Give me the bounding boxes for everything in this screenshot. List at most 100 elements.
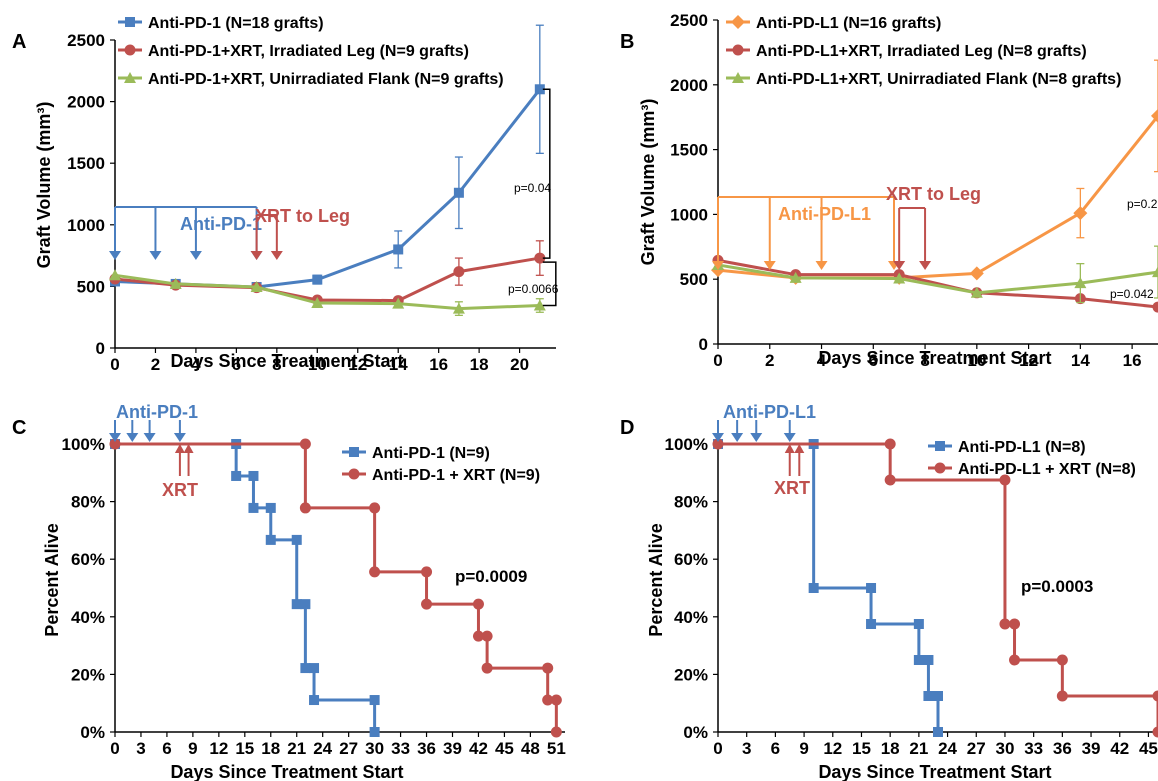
y-tick-label: 60% <box>71 550 105 569</box>
x-tick-label: 8 <box>920 351 929 370</box>
data-point <box>884 474 896 486</box>
data-point <box>970 286 983 298</box>
data-point <box>808 583 819 593</box>
data-point <box>1009 618 1021 630</box>
x-tick-label: 36 <box>417 739 436 758</box>
treatment-annotations: Anti-PD-L1 XRT p=0.0003 <box>712 402 1093 596</box>
x-tick-label: 18 <box>881 739 900 758</box>
arrow-head <box>250 251 263 260</box>
x-tick-label: 30 <box>365 739 384 758</box>
legend-label: Anti-PD-L1 + XRT (N=8) <box>958 461 1136 478</box>
data-point <box>893 272 906 284</box>
x-tick-label: 0 <box>110 739 119 758</box>
x-tick-label: 48 <box>521 739 540 758</box>
series-0 <box>713 439 943 737</box>
drug-arrow <box>731 420 744 442</box>
x-tick-label: 6 <box>232 355 241 374</box>
y-tick-label: 1000 <box>670 205 708 224</box>
data-point <box>291 534 302 545</box>
drug-arrow <box>712 197 724 270</box>
legend-swatch-marker <box>124 72 136 83</box>
data-point <box>299 438 311 450</box>
data-point <box>472 598 484 610</box>
arrow-head <box>109 251 121 260</box>
data-point <box>1056 690 1068 702</box>
x-tick-label: 39 <box>443 739 462 758</box>
x-axis-label: Days Since Treatment Start <box>818 348 1051 368</box>
y-tick-label: 60% <box>674 550 708 569</box>
data-point <box>169 277 182 289</box>
plot-area: 0%20%40%60%80%100%0 3 6 9 12 15 18 21 24 27 30 33 36… <box>665 402 1158 758</box>
x-tick-label: 12 <box>823 739 842 758</box>
y-tick-label: 0 <box>699 335 708 354</box>
drug-label: Anti-PD-L1 <box>778 204 871 224</box>
x-tick-label: 24 <box>938 739 957 758</box>
drug-arrow <box>173 420 186 442</box>
data-point <box>923 691 934 701</box>
drug-arrow <box>109 420 121 442</box>
data-point <box>884 438 896 450</box>
data-point <box>392 297 405 309</box>
data-point <box>300 599 311 610</box>
arrow-head <box>794 444 805 453</box>
drug-arrow <box>143 420 156 442</box>
drug-arrow <box>750 420 763 442</box>
x-tick-label: 4 <box>191 355 201 374</box>
data-point <box>969 266 984 281</box>
panel-letter: C <box>12 417 26 439</box>
survival-curve <box>718 442 940 732</box>
data-point <box>248 502 259 513</box>
arrow-head <box>750 433 763 442</box>
arrow-head <box>784 444 795 453</box>
series-1 <box>712 438 1158 738</box>
legend-label: Anti-PD-L1 (N=16 grafts) <box>756 15 941 32</box>
y-tick-label: 80% <box>71 493 105 512</box>
legend-swatch-marker <box>124 44 136 56</box>
series-0 <box>711 59 1158 285</box>
series-0 <box>110 439 380 737</box>
x-tick-label: 36 <box>1053 739 1072 758</box>
panel-b: B 0 500 1000 1500 2000 2500 0 2 4 6 8 10 12 14 16 Anti-… <box>620 11 1158 370</box>
arrow-head <box>893 261 906 270</box>
panel-letter: B <box>620 31 634 53</box>
legend-label: Anti-PD-L1+XRT, Irradiated Leg (N=8 graf… <box>756 43 1087 60</box>
arrow-head <box>919 261 932 270</box>
data-point <box>550 726 562 738</box>
x-tick-label: 8 <box>272 355 281 374</box>
x-tick-label: 15 <box>235 739 254 758</box>
x-tick-label: 15 <box>852 739 871 758</box>
y-tick-label: 2000 <box>67 93 105 112</box>
x-tick-label: 0 <box>713 739 722 758</box>
arrow-head <box>183 444 194 453</box>
arrow-head <box>149 251 162 260</box>
legend-label: Anti-PD-1 (N=9) <box>372 445 490 462</box>
series-1 <box>109 240 546 307</box>
y-tick-label: 0% <box>683 723 708 742</box>
x-axis-label: Days Since Treatment Start <box>170 762 403 781</box>
data-point <box>231 470 242 481</box>
arrow-head <box>189 251 202 260</box>
x-axis-label: Days Since Treatment Start <box>170 351 403 371</box>
data-point <box>1151 108 1158 123</box>
y-tick-label: 1000 <box>67 216 105 235</box>
series-line <box>114 88 541 289</box>
y-tick-label: 100% <box>665 435 708 454</box>
data-point <box>309 663 320 674</box>
x-tick-label: 16 <box>429 355 448 374</box>
x-tick-label: 12 <box>1019 351 1038 370</box>
y-axis-label: Percent Alive <box>42 523 62 636</box>
x-tick-label: 6 <box>162 739 171 758</box>
data-point <box>1152 690 1158 702</box>
data-point <box>472 630 484 642</box>
data-point <box>248 470 259 481</box>
data-point <box>299 502 311 514</box>
data-point <box>1152 266 1158 278</box>
legend: Anti-PD-1 (N=18 grafts) Anti-PD-1+XRT, Ir… <box>118 15 504 88</box>
x-tick-label: 0 <box>713 351 722 370</box>
series-line <box>717 258 1158 309</box>
data-point <box>1074 277 1087 289</box>
data-point <box>913 619 924 629</box>
legend-label: Anti-PD-1+XRT, Irradiated Leg (N=9 graft… <box>148 43 469 60</box>
x-tick-label: 18 <box>261 739 280 758</box>
y-tick-label: 1500 <box>670 141 708 160</box>
